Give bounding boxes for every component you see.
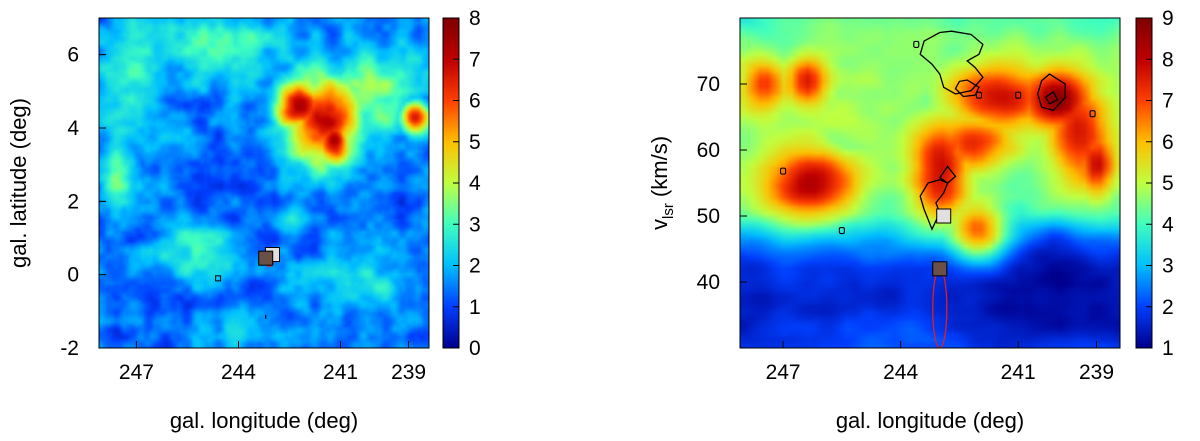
contour-line [1037,73,1066,112]
y-tick-label: 2 [67,190,79,213]
small-contour [1089,110,1096,118]
y-tick-label: 50 [697,205,720,228]
colorbar-tick-label: 2 [1162,296,1174,319]
x-tick-label: 244 [221,361,256,384]
y-tick-label: 0 [67,264,79,287]
small-contour [838,226,845,235]
light-square-marker [936,208,952,224]
small-contour [975,91,983,99]
small-contour [215,275,222,282]
dark-square-marker [932,261,948,277]
left-plot-frame [98,17,430,349]
right-plot-frame [739,17,1121,349]
colorbar-tick-label: 2 [469,255,481,278]
x-tick-label: 239 [1079,361,1114,384]
x-tick-label: 247 [119,361,154,384]
left-x-ticks: 247 244 241 239 [119,341,426,384]
contour-line [1044,90,1059,105]
contour-line [938,165,957,184]
small-contour [913,40,920,48]
right-y-axis-label-unit: (km/s) [647,136,672,203]
contour-line [919,30,984,95]
colorbar-tick-label: 6 [1162,131,1174,154]
right-colorbar-ticks: 1 2 3 4 5 6 7 8 9 [1146,7,1174,360]
colorbar-tick-label: 3 [1162,255,1174,278]
small-contour [1015,91,1022,99]
x-tick-label: 241 [323,361,358,384]
right-x-ticks: 247 244 241 239 [766,341,1114,384]
dark-square-marker [258,250,274,266]
colorbar-tick-label: 0 [469,337,481,360]
colorbar-tick-label: 4 [1162,213,1174,236]
colorbar-tick-label: 4 [469,172,481,195]
small-contour [780,167,787,175]
left-heatmap-image [99,18,429,348]
left-overlay [215,247,281,319]
y-tick-label: 60 [697,139,720,162]
contour-line [954,79,980,98]
right-x-axis-label: gal. longitude (deg) [836,408,1024,433]
x-tick-label: 247 [766,361,801,384]
y-tick-label: 6 [67,44,79,67]
x-tick-label: 241 [1001,361,1036,384]
contour-line [919,179,949,231]
y-tick-label: 4 [67,117,79,140]
x-tick-label: 239 [391,361,426,384]
colorbar-tick-label: 6 [469,90,481,113]
colorbar-tick-label: 8 [1162,48,1174,71]
colorbar-tick-label: 8 [469,7,481,30]
colorbar-tick-label: 1 [469,296,481,319]
colorbar-tick-label: 1 [1162,337,1174,360]
y-tick-label: 40 [697,271,720,294]
colorbar-tick-label: 7 [1162,90,1174,113]
colorbar-tick-label: 7 [469,48,481,71]
right-y-axis-label: vlsr (km/s) [647,136,677,230]
colorbar-tick-label: 5 [1162,172,1174,195]
colorbar-tick-label: 5 [469,131,481,154]
left-colorbar-ticks: 0 1 2 3 4 5 6 7 8 [453,7,481,360]
y-tick-label: -2 [60,337,79,360]
right-y-axis-label-sub: lsr [660,203,677,219]
right-y-axis-label-main: v [647,219,672,230]
left-x-axis-label: gal. longitude (deg) [170,408,358,433]
y-tick-label: 70 [697,73,720,96]
right-y-ticks: 40 50 60 70 [697,73,747,294]
left-y-axis-label: gal. latitude (deg) [6,98,31,268]
colorbar-tick-label: 3 [469,213,481,236]
colorbar-tick-label: 9 [1162,7,1174,30]
left-y-ticks: -2 0 2 4 6 [60,44,106,360]
x-tick-label: 244 [883,361,918,384]
